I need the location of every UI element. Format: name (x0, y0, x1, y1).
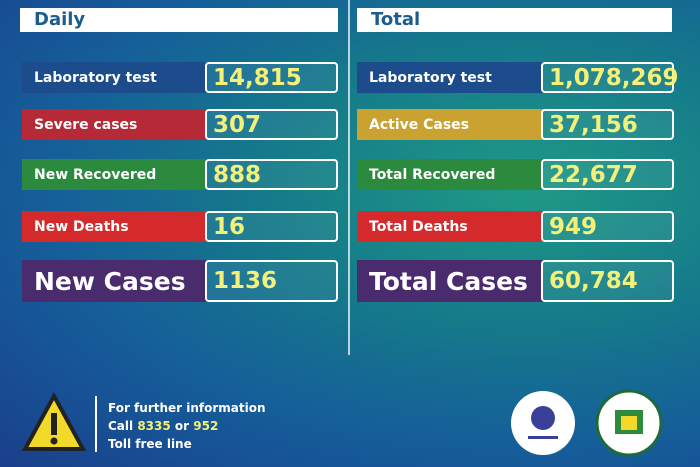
row-label: Total Deaths (357, 211, 543, 242)
phone-number: 8335 (137, 419, 171, 433)
row-value: 1136 (205, 260, 338, 302)
row-label: Total Recovered (357, 159, 543, 190)
footer-line: For further information (108, 401, 266, 415)
or-text: or (174, 419, 190, 433)
total-title: Total (357, 8, 672, 32)
row-label: New Cases (22, 260, 206, 302)
row-label: Severe cases (22, 109, 206, 140)
row-label: New Deaths (22, 211, 206, 242)
row-label: Laboratory test (22, 62, 206, 93)
row-value: 14,815 (205, 62, 338, 93)
row-value: 307 (205, 109, 338, 140)
phone-number: 952 (193, 419, 219, 433)
daily-title: Daily (20, 8, 338, 32)
call-text: Call (108, 419, 134, 433)
row-label: Total Cases (357, 260, 543, 302)
warning-icon (22, 393, 86, 451)
row-value: 16 (205, 211, 338, 242)
row-value: 1,078,269 (541, 62, 679, 93)
footer-call: Call 8335 or 952 (108, 419, 218, 433)
footer-line: Toll free line (108, 437, 192, 451)
row-label: Laboratory test (357, 62, 543, 93)
row-value: 949 (541, 211, 674, 242)
row-value: 22,677 (541, 159, 674, 190)
row-label: New Recovered (22, 159, 206, 190)
row-value: 60,784 (541, 260, 674, 302)
logos (511, 389, 663, 457)
row-value: 888 (205, 159, 338, 190)
footer-divider (95, 396, 97, 452)
divider (348, 0, 350, 355)
row-value: 37,156 (541, 109, 674, 140)
row-label: Active Cases (357, 109, 543, 140)
